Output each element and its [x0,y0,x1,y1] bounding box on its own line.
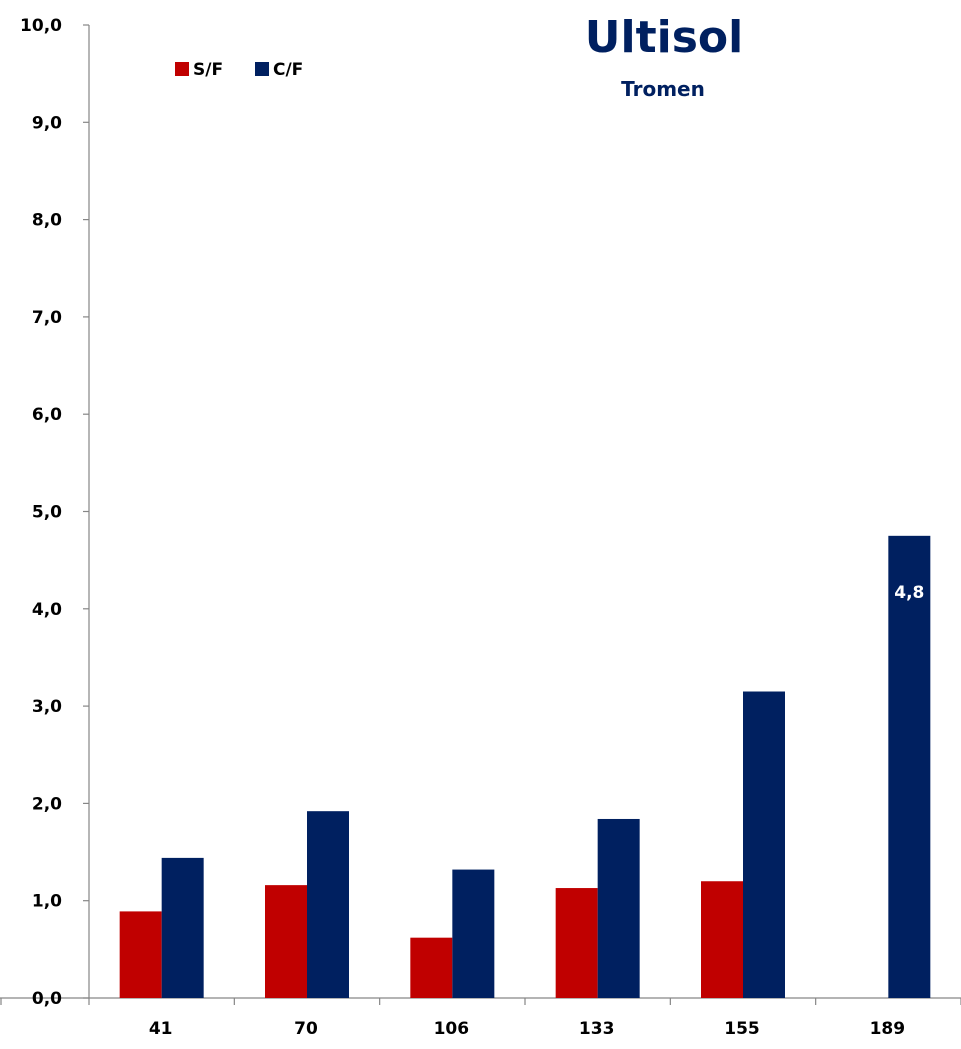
legend-swatch [255,62,269,76]
y-tick-label: 1,0 [32,892,62,912]
x-tick-label: 41 [149,1019,173,1039]
x-tick-label: 189 [870,1019,906,1039]
y-tick-label: 4,0 [32,600,62,620]
y-tick-label: 9,0 [32,113,62,133]
x-tick-label: 70 [294,1019,318,1039]
data-label: 4,8 [894,583,924,603]
x-tick-label: 106 [434,1019,470,1039]
y-tick-label: 6,0 [32,405,62,425]
x-tick-label: 133 [579,1019,615,1039]
legend-swatch [175,62,189,76]
x-tick-label: 155 [724,1019,760,1039]
bar-cf-70 [307,811,349,998]
bar-cf-133 [597,818,640,998]
y-tick-label: 3,0 [32,697,62,717]
y-tick-label: 7,0 [32,308,62,328]
y-tick-label: 8,0 [32,211,62,231]
bar-sf-106 [410,937,453,998]
y-tick-label: 0,0 [32,989,62,1009]
bar-cf-106 [452,869,495,998]
legend-label: S/F [193,60,223,80]
bar-sf-133 [555,888,598,998]
bar-cf-41 [161,857,204,998]
bar-cf-189 [888,535,931,998]
bar-sf-70 [265,885,307,998]
bar-sf-41 [119,911,162,998]
y-tick-label: 10,0 [20,16,62,36]
y-tick-label: 2,0 [32,794,62,814]
chart-legend: S/F C/F [175,60,303,80]
y-tick-label: 5,0 [32,503,62,523]
chart-bars [119,535,931,998]
chart-axes: 0,0 1,0 2,0 3,0 4,0 5,0 6,0 7,0 8,0 9,0 10,0 41 70 10… [0,16,961,1039]
chart-title: Ultisol [585,12,743,63]
legend-label: C/F [273,60,303,80]
chart-labels: 4,8 [894,583,924,603]
chart-subtitle: Tromen [621,77,705,101]
bar-sf-155 [701,881,743,998]
bar-cf-155 [743,691,785,998]
